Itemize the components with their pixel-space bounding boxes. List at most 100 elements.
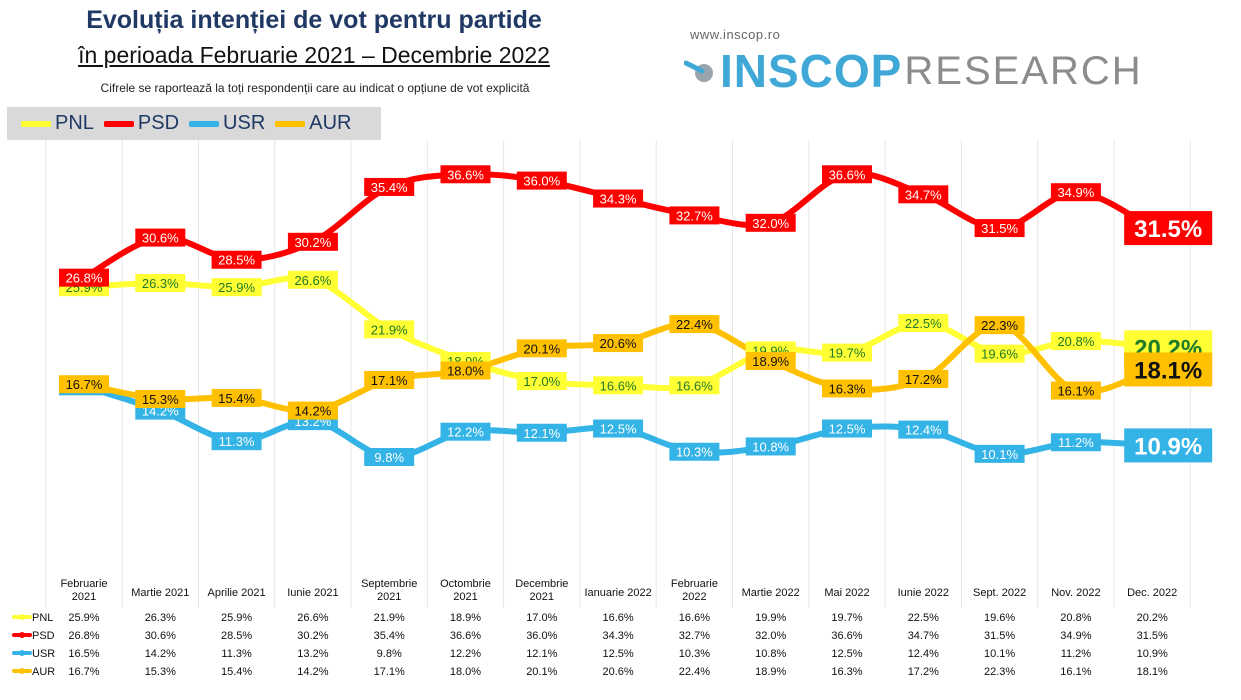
data-label-box — [364, 371, 415, 389]
data-label-box — [974, 219, 1025, 238]
table-header-cell: 2021 — [72, 591, 96, 603]
legend-item-pnl: PNL — [21, 112, 94, 135]
table-cell: 12.4% — [908, 648, 939, 660]
table-cell: 17.1% — [374, 666, 405, 678]
table-legend-marker — [19, 632, 25, 638]
table-cell: 18.9% — [450, 612, 481, 624]
table-header-cell: Iunie 2021 — [287, 587, 338, 599]
data-label: 26.3% — [142, 276, 179, 291]
table-cell: 25.9% — [221, 612, 252, 624]
data-label-box — [669, 315, 720, 334]
table-row-label: PSD — [32, 630, 55, 642]
table-cell: 12.5% — [831, 648, 862, 660]
data-label: 22.5% — [905, 316, 942, 331]
table-header-cell: Septembrie — [361, 578, 417, 590]
table-cell: 30.6% — [145, 630, 176, 642]
data-label: 19.6% — [981, 347, 1018, 362]
table-cell: 16.3% — [831, 666, 862, 678]
table-cell: 21.9% — [374, 612, 405, 624]
data-label: 34.3% — [600, 192, 637, 207]
data-label: 16.1% — [1057, 384, 1094, 399]
data-label-box — [135, 273, 186, 292]
data-label-box — [1050, 381, 1101, 400]
data-label-box — [593, 334, 644, 353]
data-label-box — [974, 444, 1025, 463]
table-cell: 28.5% — [221, 630, 252, 642]
table-header-cell: Ianuarie 2022 — [584, 587, 651, 599]
data-label: 16.6% — [600, 378, 637, 393]
data-label-box — [898, 420, 949, 439]
table-cell: 16.1% — [1060, 666, 1091, 678]
table-header-cell: 2021 — [530, 591, 554, 603]
data-label: 30.6% — [142, 231, 179, 246]
table-cell: 20.2% — [1137, 612, 1168, 624]
table-cell: 32.7% — [679, 630, 710, 642]
table-legend-marker — [19, 668, 25, 674]
data-label: 25.9% — [218, 280, 255, 295]
data-label-box — [898, 185, 949, 204]
table-cell: 35.4% — [374, 630, 405, 642]
data-label: 12.5% — [600, 422, 637, 437]
data-label-box — [822, 379, 872, 398]
data-label-box — [1124, 352, 1213, 387]
table-cell: 34.3% — [602, 630, 633, 642]
table-cell: 15.3% — [145, 666, 176, 678]
table-row-label: PNL — [32, 612, 53, 624]
data-label-box — [211, 278, 262, 297]
table-cell: 19.9% — [755, 612, 786, 624]
data-label: 17.0% — [523, 374, 560, 389]
data-label-box — [898, 314, 949, 333]
legend-label-pnl: PNL — [55, 112, 94, 134]
table-cell: 30.2% — [297, 630, 328, 642]
data-label-box — [1050, 183, 1101, 202]
data-label-box — [59, 375, 109, 394]
logo-sub-text: RESEARCH — [904, 49, 1143, 93]
legend-label-psd: PSD — [137, 112, 180, 134]
table-cell: 34.7% — [908, 630, 939, 642]
table-cell: 25.9% — [68, 612, 99, 624]
data-label-box — [669, 376, 720, 395]
data-label: 20.1% — [523, 341, 560, 356]
table-row-label: AUR — [32, 666, 55, 678]
table-cell: 17.0% — [526, 612, 557, 624]
data-label: 26.6% — [294, 273, 331, 288]
data-label: 36.6% — [447, 167, 484, 182]
data-label-box — [516, 423, 567, 442]
table-cell: 10.1% — [984, 648, 1015, 660]
data-label: 34.9% — [1057, 185, 1094, 200]
legend-item-usr: USR — [189, 112, 265, 135]
table-cell: 16.7% — [68, 666, 99, 678]
logo-main-text: INSCOP — [720, 45, 903, 97]
table-header-cell: Decembrie — [515, 578, 568, 590]
table-cell: 16.6% — [679, 612, 710, 624]
data-label: 16.6% — [676, 378, 713, 393]
data-label-box — [974, 344, 1025, 363]
data-label: 12.4% — [905, 423, 942, 438]
legend-item-aur: AUR — [275, 112, 352, 135]
legend-label-aur: AUR — [309, 112, 352, 134]
table-cell: 16.6% — [602, 612, 633, 624]
table-cell: 20.6% — [602, 666, 633, 678]
table-cell: 11.3% — [221, 648, 252, 660]
table-cell: 19.6% — [984, 612, 1015, 624]
data-label-box — [669, 442, 720, 461]
data-label-box — [516, 372, 567, 391]
data-label: 19.7% — [829, 346, 866, 361]
table-cell: 22.3% — [984, 666, 1015, 678]
website-url: www.inscop.ro — [690, 27, 781, 42]
data-label-box — [516, 339, 567, 358]
data-label: 31.5% — [981, 221, 1018, 236]
table-header-cell: Mai 2022 — [824, 587, 869, 599]
table-header-cell: Iunie 2022 — [898, 587, 949, 599]
data-label: 34.7% — [905, 187, 942, 202]
table-header-cell: Aprilie 2021 — [208, 587, 266, 599]
table-cell: 31.5% — [984, 630, 1015, 642]
data-label: 17.2% — [905, 372, 942, 387]
data-label-box — [669, 206, 720, 225]
data-label: 30.2% — [294, 235, 331, 250]
data-label-box — [364, 448, 415, 467]
data-label: 20.8% — [1057, 334, 1094, 349]
data-label-box — [822, 419, 872, 438]
data-label: 12.1% — [523, 426, 560, 441]
data-label-box — [364, 320, 415, 339]
